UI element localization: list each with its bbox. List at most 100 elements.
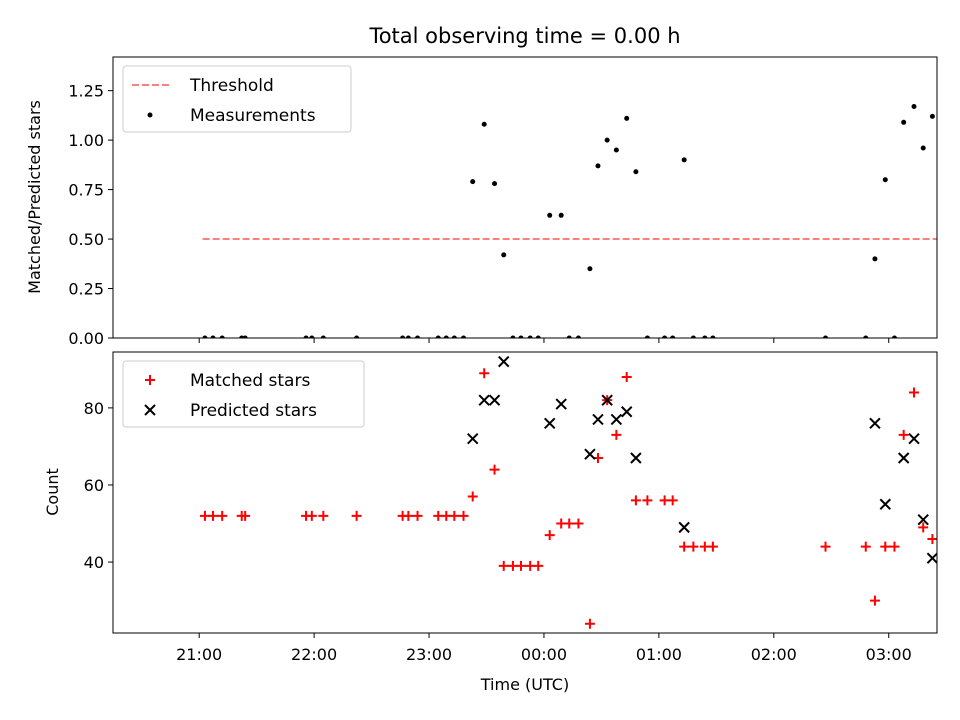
matched-star-point [927,533,937,544]
measurement-point [558,212,564,218]
measurement-point [501,252,507,258]
matched-star-point [306,510,317,521]
matched-star-point [621,372,632,383]
count-axes-frame [112,351,938,634]
matched-star-point [533,560,544,571]
matched-star-point [688,541,699,552]
count-panel: Count 21:00 22:00 23:00 00:00 01:00 02:00 03:0… [43,351,938,664]
matched-star-point [318,510,329,521]
y-tick-label: 60 [84,476,104,495]
x-tick-label: 23:00 [406,645,452,664]
predicted-star-point [630,452,642,464]
matched-star-point [412,510,423,521]
predicted-star-point [601,394,613,406]
matched-star-point [667,495,678,506]
predicted-star-point [908,433,920,445]
chart-title: Total observing time = 0.00 h [368,24,680,48]
matched-star-point [240,510,251,521]
predicted-star-point [544,417,556,430]
predicted-star-point [869,417,881,430]
measurement-point [604,137,610,143]
measurement-point [443,335,449,338]
measurement-point [929,113,935,119]
legend-label: Matched stars [190,371,310,391]
measurements-series [202,103,935,338]
matched-star-point [515,560,526,571]
measurement-point [624,115,630,121]
matched-star-point [820,541,831,552]
x-axis-label: Time (UTC) [480,675,569,694]
measurement-point [670,335,676,338]
matched-star-point [458,510,469,521]
measurement-point [863,335,869,338]
matched-star-point [898,429,909,440]
matched-star-point [889,541,900,552]
ratio-y-axis-label: Matched/Predicted stars [25,100,44,294]
matched-star-point [880,541,891,552]
measurement-point [644,335,650,338]
predicted-star-point [555,398,567,410]
measurement-point [210,335,216,338]
predicted-star-point [498,355,510,368]
matched-star-point [467,491,478,502]
predicted-star-point [467,433,479,445]
predicted-star-point [917,513,929,526]
measurement-point [920,145,926,151]
measurement-point [710,335,716,338]
x-tick-label: 02:00 [751,645,797,664]
matched-star-point [909,387,920,398]
predicted-star-point [592,413,604,426]
matched-stars-series [199,368,937,629]
measurement-point [911,103,917,109]
measurement-point [566,335,572,338]
measurement-point [405,335,411,338]
measurement-point [595,163,601,169]
predicted-star-point [488,394,501,406]
predicted-star-point [620,406,633,418]
matched-star-point [707,541,718,552]
ratio-legend: Threshold Measurements [122,65,352,133]
measurement-point [702,335,708,338]
measurement-point [435,335,441,338]
predicted-star-point [610,413,623,426]
predicted-stars-series [467,355,937,564]
measurement-point [882,177,888,183]
legend-label: Threshold [189,76,274,96]
measurement-point [492,181,498,187]
measurement-point [242,335,248,338]
matched-star-point [564,518,575,529]
count-plot-area [199,355,937,629]
legend-label: Measurements [190,106,316,126]
predicted-star-point [926,552,937,564]
measurement-point [219,335,225,338]
ratio-plot-area [202,103,937,338]
matched-star-point [573,518,584,529]
measurement-point [613,147,619,153]
measurement-point [354,335,360,338]
measurement-point [547,212,553,218]
matched-star-point [642,495,653,506]
count-y-axis-label: Count [43,468,62,516]
measurement-point [481,121,487,127]
measurement-point [518,335,524,338]
legend-box [122,360,365,428]
legend-label: Predicted stars [190,401,317,421]
measurement-point [320,335,326,338]
ratio-axes-frame [112,56,938,339]
matched-star-point [544,530,555,541]
measurement-point [527,335,533,338]
x-tick-label: 03:00 [866,645,912,664]
legend-box [122,65,352,133]
measurement-point [633,169,639,175]
measurement-point [823,335,829,338]
matched-star-point [611,429,622,440]
measurement-point [461,335,467,338]
y-tick-label: 0.75 [68,181,104,200]
legend-marker-swatch [144,404,156,416]
measurement-point [575,335,581,338]
matched-star-point [449,510,460,521]
matched-star-point [217,510,228,521]
measurement-point [400,335,406,338]
y-tick-label: 0.25 [68,280,104,299]
measurement-point [470,179,476,185]
